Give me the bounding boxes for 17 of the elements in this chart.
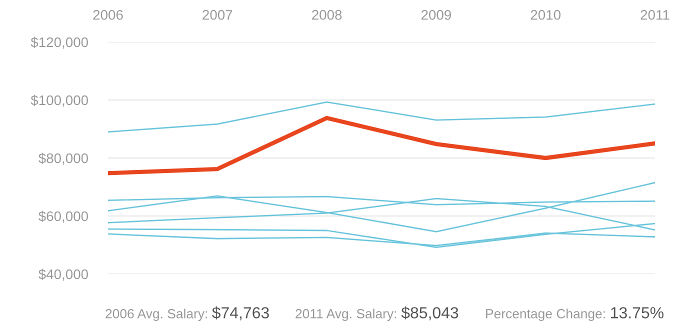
line-series: [108, 101, 655, 133]
text: 2006 Avg. Salary: $74,763: [106, 306, 269, 321]
line-series: [108, 116, 655, 176]
y-tick-label: $60,000: [38, 210, 88, 223]
y-tick-label: $80,000: [38, 152, 88, 165]
x-tick-label: 2009: [421, 10, 451, 20]
y-tick-label: $100,000: [30, 94, 88, 107]
line-series: [108, 182, 655, 232]
x-tick-label: 2011: [640, 10, 670, 20]
text: 2011 Avg. Salary: $85,043: [296, 306, 458, 321]
y-tick-label: $40,000: [38, 268, 88, 281]
x-tick-label: 2008: [312, 10, 342, 20]
y-tick-label: $120,000: [30, 36, 88, 49]
text: Percentage Change: 13.75%: [486, 307, 664, 321]
x-tick-label: 2006: [93, 10, 123, 20]
x-tick-label: 2010: [530, 10, 561, 20]
x-tick-label: 2007: [202, 10, 232, 20]
